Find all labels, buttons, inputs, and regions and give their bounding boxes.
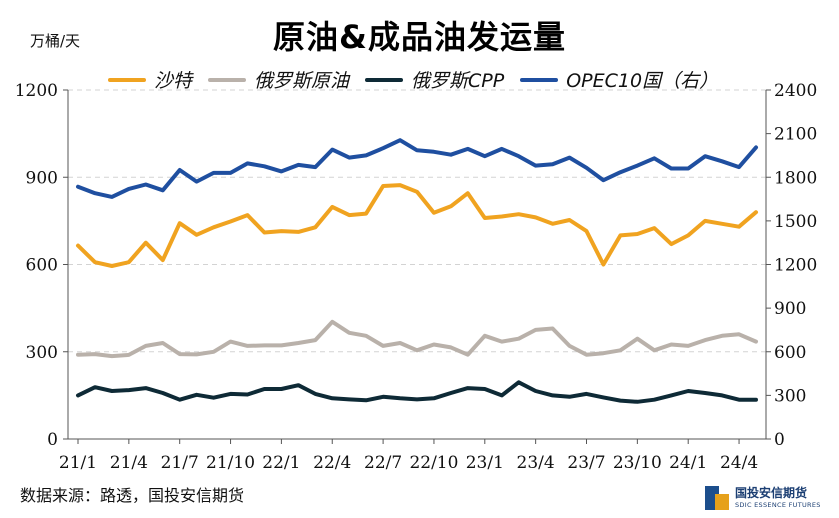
x-tick-label-22/1: 22/1	[262, 453, 300, 473]
legend-item-russia-cpp: 俄罗斯CPP	[365, 66, 504, 93]
legend-item-saudi: 沙特	[108, 66, 192, 93]
legend-label-saudi: 沙特	[154, 70, 193, 92]
right-tick-label-1800: 1800	[774, 168, 817, 188]
legend-label-russia-cpp: 俄罗斯CPP	[411, 70, 505, 92]
x-tick-label-21/1: 21/1	[59, 453, 97, 473]
left-tick-label-0: 0	[47, 430, 58, 450]
chart-title: 原油&成品油发运量	[273, 18, 566, 56]
x-tick-label-23/7: 23/7	[567, 453, 605, 473]
right-tick-label-900: 900	[774, 299, 806, 319]
series-line-russia-crude	[76, 319, 758, 359]
series-line-saudi	[76, 183, 758, 268]
x-tick-label-21/10: 21/10	[206, 453, 255, 473]
right-tick-label-2100: 2100	[774, 125, 817, 145]
right-tick-label-1200: 1200	[774, 256, 817, 276]
legend-label-russia-crude: 俄罗斯原油	[254, 70, 350, 92]
x-tick-label-24/1: 24/1	[669, 453, 707, 473]
series-line-russia-cpp	[76, 380, 758, 404]
legend-swatch-saudi	[108, 77, 146, 82]
logo-mark-icon	[705, 486, 729, 510]
legend-swatch-opec10	[520, 77, 559, 82]
right-tick-label-300: 300	[774, 386, 806, 406]
x-tick-label-22/10: 22/10	[409, 453, 458, 473]
left-tick-label-1200: 1200	[15, 81, 58, 101]
legend-swatch-russia-cpp	[365, 77, 404, 82]
right-tick-label-1500: 1500	[774, 212, 817, 232]
x-tick-label-23/4: 23/4	[517, 453, 555, 473]
brand-logo: 国投安信期货 SDIC ESSENCE FUTURES	[705, 486, 821, 510]
logo-name-cn: 国投安信期货	[735, 486, 808, 501]
right-tick-label-0: 0	[774, 430, 785, 450]
x-tick-label-21/4: 21/4	[110, 453, 148, 473]
x-tick-label-22/4: 22/4	[313, 453, 351, 473]
left-tick-label-600: 600	[26, 256, 58, 276]
legend-item-opec10: OPEC10国（右）	[520, 66, 718, 93]
y-axis-unit-label: 万桶/天	[30, 32, 81, 50]
legend-item-russia-crude: 俄罗斯原油	[208, 66, 349, 93]
x-tick-label-23/10: 23/10	[613, 453, 662, 473]
legend-label-opec10: OPEC10国（右）	[566, 70, 719, 92]
legend-swatch-russia-crude	[208, 77, 247, 82]
left-tick-label-900: 900	[26, 168, 58, 188]
right-tick-label-2400: 2400	[774, 81, 817, 101]
data-source-note: 数据来源：路透，国投安信期货	[20, 486, 245, 505]
left-tick-label-300: 300	[26, 343, 58, 363]
logo-name-en: SDIC ESSENCE FUTURES	[735, 501, 821, 510]
series-line-opec10	[76, 138, 758, 199]
x-tick-label-23/1: 23/1	[466, 453, 504, 473]
x-tick-label-21/7: 21/7	[161, 453, 199, 473]
right-tick-label-600: 600	[774, 343, 806, 363]
legend: 沙特 俄罗斯原油 俄罗斯CPP OPEC10国（右）	[108, 66, 734, 93]
x-tick-label-22/7: 22/7	[364, 453, 402, 473]
x-tick-label-24/4: 24/4	[720, 453, 758, 473]
